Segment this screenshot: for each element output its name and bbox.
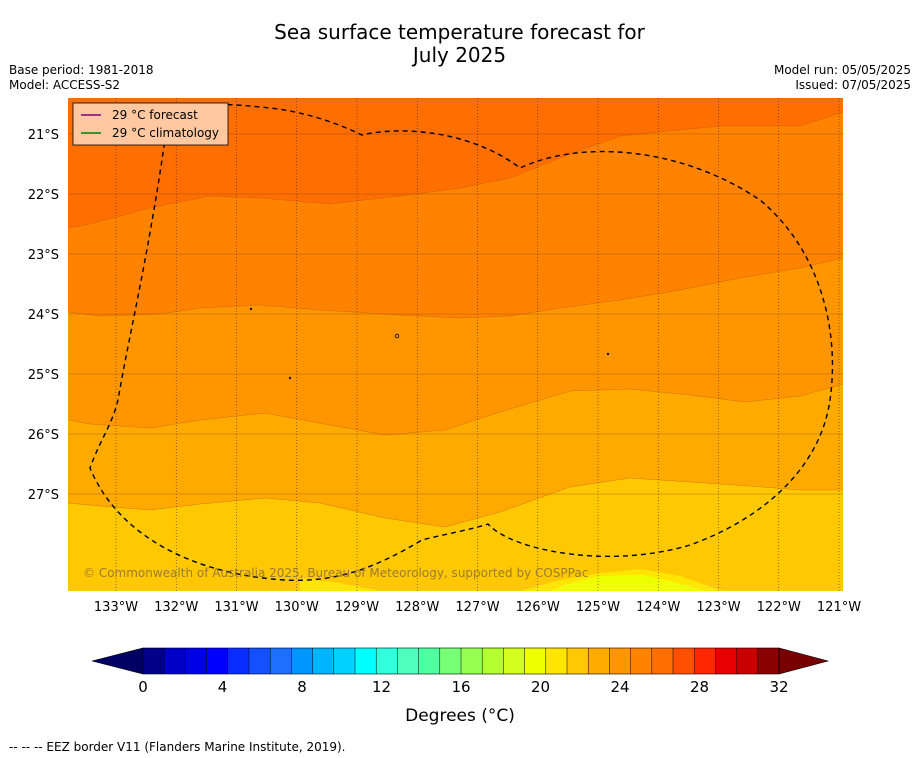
- colorbar-swatch: [355, 648, 377, 674]
- legend-box: [72, 102, 229, 146]
- colorbar-swatch: [630, 648, 653, 674]
- colorbar-tick-label: 12: [372, 678, 391, 696]
- latitude-labels: 21°S 22°S 23°S 24°S 25°S 26°S 27°S: [28, 128, 59, 503]
- colorbar-swatch: [439, 648, 462, 674]
- latitude-label: 21°S: [28, 128, 59, 143]
- colorbar-swatch: [651, 648, 674, 674]
- longitude-label: 126°W: [516, 600, 560, 615]
- colorbar: [91, 647, 830, 675]
- longitude-label: 132°W: [154, 600, 198, 615]
- colorbar-swatch: [524, 648, 547, 674]
- contour-band-24: [68, 478, 843, 591]
- colorbar-swatch: [673, 648, 695, 674]
- longitude-labels: 133°W 132°W 131°W 130°W 129°W 128°W 127°W 126°W…: [94, 600, 861, 615]
- model-label: Model: ACCESS-S2: [9, 78, 121, 92]
- contour-lines: [68, 111, 843, 528]
- contour-band-22: [551, 575, 705, 591]
- colorbar-swatch: [757, 648, 780, 674]
- longitude-label: 123°W: [696, 600, 740, 615]
- latitude-label: 27°S: [28, 488, 59, 503]
- base-period-label: Base period: 1981-2018: [9, 63, 154, 77]
- colorbar-swatch: [397, 648, 419, 674]
- colorbar-swatch: [545, 648, 568, 674]
- colorbar-tick-label: 24: [610, 678, 629, 696]
- colorbar-swatch: [249, 648, 271, 674]
- colorbar-under-arrow: [91, 647, 144, 675]
- colorbar-swatch: [270, 648, 292, 674]
- colorbar-outline: [142, 647, 780, 675]
- colorbar-swatch: [143, 648, 165, 674]
- latitude-label: 23°S: [28, 248, 59, 263]
- issued-label: Issued: 07/05/2025: [795, 78, 911, 92]
- longitude-label: 125°W: [576, 600, 620, 615]
- longitude-label: 124°W: [636, 600, 680, 615]
- longitude-label: 130°W: [275, 600, 319, 615]
- colorbar-swatch: [567, 648, 589, 674]
- longitude-label: 122°W: [757, 600, 801, 615]
- colorbar-swatch: [609, 648, 631, 674]
- colorbar-tick-label: 32: [769, 678, 788, 696]
- longitude-label: 131°W: [214, 600, 258, 615]
- colorbar-tick-label: 20: [531, 678, 550, 696]
- latitude-label: 24°S: [28, 308, 59, 323]
- colorbar-tick-label: 4: [218, 678, 228, 696]
- colorbar-tick-labels: 0 4 8 12 16 20 24 28 32: [138, 678, 788, 696]
- eez-border-footnote: -- -- -- EEZ border V11 (Flanders Marine…: [9, 740, 346, 754]
- colorbar-tick-label: 28: [690, 678, 709, 696]
- colorbar-swatch: [333, 648, 356, 674]
- latitude-label: 22°S: [28, 188, 59, 203]
- graticule-lines: [68, 98, 843, 591]
- longitude-label: 129°W: [335, 600, 379, 615]
- colorbar-swatch: [185, 648, 207, 674]
- colorbar-swatch: [291, 648, 313, 674]
- longitude-label: 121°W: [817, 600, 861, 615]
- colorbar-swatch: [206, 648, 229, 674]
- longitude-label: 128°W: [395, 600, 439, 615]
- colorbar-swatch: [376, 648, 398, 674]
- legend-forecast-label: 29 °C forecast: [112, 108, 198, 122]
- colorbar-swatch: [503, 648, 525, 674]
- colorbar-tick-label: 16: [451, 678, 470, 696]
- colorbar-label: Degrees (°C): [405, 706, 515, 726]
- copyright-notice: © Commonwealth of Australia 2025, Bureau…: [83, 566, 588, 580]
- map-panel: © Commonwealth of Australia 2025, Bureau…: [68, 98, 843, 591]
- colorbar-swatch: [461, 648, 483, 674]
- latitude-label: 25°S: [28, 368, 59, 383]
- colorbar-swatch: [227, 648, 250, 674]
- latitude-label: 26°S: [28, 428, 59, 443]
- longitude-label: 127°W: [455, 600, 499, 615]
- colorbar-swatch: [482, 648, 504, 674]
- colorbar-swatch: [312, 648, 335, 674]
- chart-title-line2: July 2025: [412, 43, 507, 67]
- colorbar-tick-label: 8: [297, 678, 307, 696]
- legend-climatology-label: 29 °C climatology: [112, 126, 219, 140]
- longitude-label: 133°W: [94, 600, 138, 615]
- model-run-label: Model run: 05/05/2025: [773, 63, 911, 77]
- colorbar-swatch: [588, 648, 610, 674]
- colorbar-swatch: [715, 648, 737, 674]
- small-islands: [249, 307, 610, 380]
- colorbar-over-arrow: [778, 647, 830, 675]
- colorbar-swatch: [418, 648, 441, 674]
- colorbar-swatch: [694, 648, 716, 674]
- colorbar-tick-label: 0: [138, 678, 148, 696]
- colorbar-swatch: [736, 648, 759, 674]
- map-legend: 29 °C forecast 29 °C climatology: [72, 102, 229, 146]
- chart-title-line1: Sea surface temperature forecast for: [274, 20, 645, 44]
- colorbar-swatch: [164, 648, 186, 674]
